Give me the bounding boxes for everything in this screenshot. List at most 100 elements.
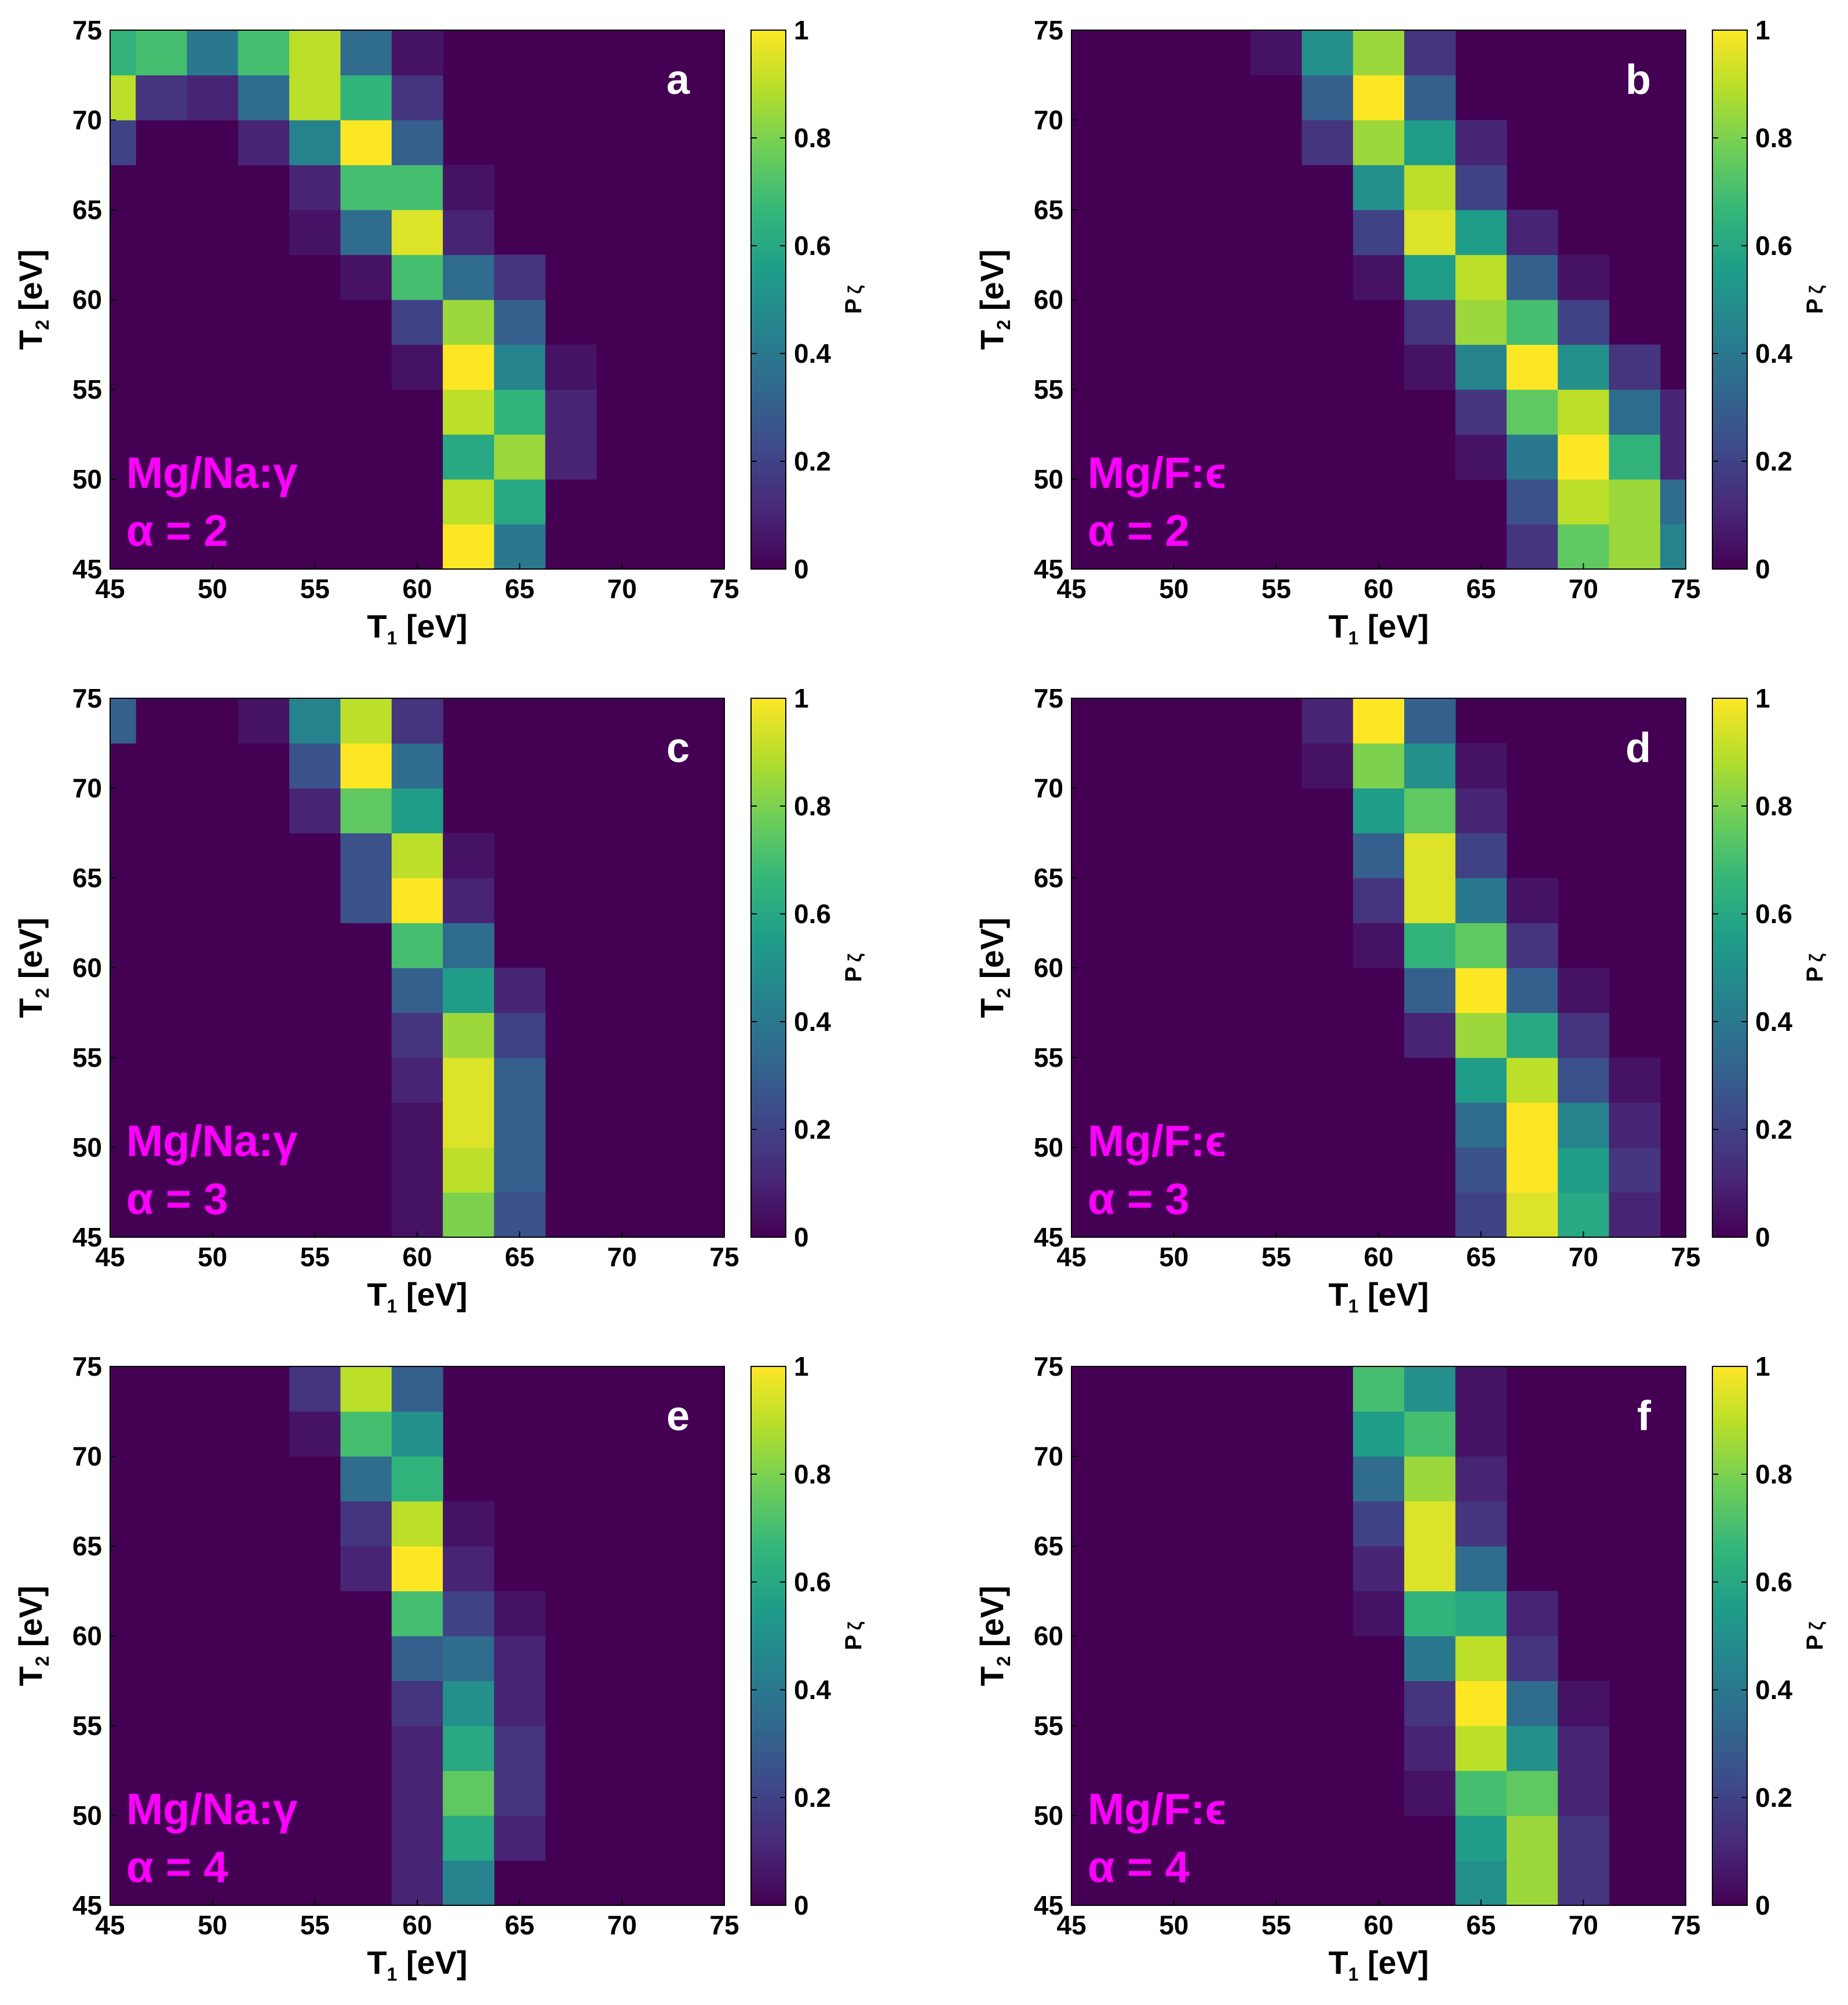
x-tick-label: 45: [95, 1242, 125, 1272]
heatmap-cell: [1455, 120, 1507, 166]
heatmap-cell: [391, 1058, 443, 1103]
heatmap-cell: [391, 968, 443, 1014]
y-tick-label: 65: [72, 195, 102, 225]
heatmap-cell: [187, 30, 239, 76]
heatmap-cell: [494, 1192, 546, 1238]
heatmap-cell: [1251, 30, 1303, 76]
heatmap-cell: [391, 833, 443, 878]
y-axis-title: T2 [eV]: [974, 249, 1014, 349]
colorbar-title: Pζ: [841, 285, 866, 314]
heatmap-cell: [1302, 120, 1354, 166]
x-tick-label: 60: [402, 1242, 432, 1272]
heatmap-cell: [391, 698, 443, 744]
colorbar-tick-label: 0.6: [794, 1567, 831, 1597]
x-tick-label: 45: [1056, 1242, 1086, 1272]
heatmap-cell: [443, 923, 495, 968]
y-tick-label: 65: [72, 1531, 102, 1561]
x-tick-label: 50: [1159, 1242, 1189, 1272]
heatmap-cell: [1404, 1411, 1456, 1457]
heatmap-cell: [110, 120, 136, 166]
colorbar-tick-label: 0: [794, 1890, 809, 1920]
heatmap-cell: [494, 254, 546, 300]
x-axis-ticks: 45 50 55 60 65 70 75: [1056, 1231, 1701, 1272]
colorbar-ticks: 0 0.2 0.4 0.6 0.8 1: [751, 15, 831, 584]
heatmap-cell: [238, 698, 290, 744]
heatmap-cell: [289, 210, 341, 256]
heatmap-cell: [1302, 30, 1354, 76]
x-axis-ticks: 45 50 55 60 65 70 75: [95, 1900, 739, 1940]
heatmap-cell: [1455, 1411, 1507, 1457]
heatmap-cell: [1455, 833, 1507, 878]
y-tick-label: 70: [72, 105, 102, 135]
heatmap-cell: [443, 878, 495, 924]
x-tick-label: 50: [198, 1910, 227, 1940]
colorbar-tick-label: 0.8: [1755, 123, 1792, 153]
heatmap-cell: [1455, 923, 1507, 968]
heatmap-cell: [391, 1147, 443, 1193]
y-tick-label: 55: [1034, 1042, 1063, 1073]
colorbar-tick-label: 0.2: [1755, 1782, 1792, 1813]
x-tick-label: 70: [607, 1910, 637, 1940]
heatmap-cell: [340, 165, 392, 210]
heatmap-cell: [1404, 1501, 1456, 1547]
heatmap-cell: [289, 120, 341, 166]
heatmap-cell: [443, 968, 495, 1014]
x-axis-title: T1 [eV]: [1328, 608, 1428, 648]
y-tick-label: 75: [1034, 683, 1063, 713]
heatmap-cell: [494, 1636, 546, 1682]
heatmap-cell: [1353, 878, 1405, 924]
y-tick-label: 55: [1034, 1711, 1063, 1741]
heatmap-cell: [443, 389, 495, 435]
colorbar-tick-label: 0.8: [794, 123, 831, 153]
y-tick-label: 50: [1034, 464, 1063, 494]
colorbar-tick-label: 0.2: [794, 1782, 831, 1813]
material-label: Mg/F:ϵ: [1088, 449, 1226, 498]
heatmap-cell: [494, 1058, 546, 1103]
heatmap-cell: [289, 743, 341, 789]
material-label: Mg/Na:γ: [126, 1785, 298, 1834]
x-tick-label: 45: [95, 1910, 125, 1940]
x-tick-label: 60: [1364, 574, 1393, 604]
y-tick-label: 65: [1034, 195, 1063, 225]
colorbar-gradient: [750, 30, 786, 570]
x-tick-label: 55: [300, 1242, 330, 1272]
heatmap-cell: [1455, 344, 1507, 390]
heatmap-cells: [1353, 1366, 1610, 1906]
heatmap-cell: [1404, 1770, 1456, 1816]
panel-letter: d: [1625, 725, 1651, 771]
heatmap-cell: [443, 1860, 495, 1906]
x-tick-label: 60: [1364, 1910, 1393, 1940]
heatmap-cell: [1455, 434, 1507, 480]
heatmap-plot-area: [1071, 30, 1686, 570]
heatmap-cell: [1506, 1147, 1558, 1193]
panel-letter: a: [666, 57, 690, 103]
heatmap-cell: [1558, 479, 1610, 525]
heatmap-cell: [1455, 210, 1507, 256]
heatmap-cell: [1455, 1456, 1507, 1502]
heatmap-cell: [1660, 389, 1686, 435]
heatmap-cell: [1506, 878, 1558, 924]
heatmap-cell: [1455, 878, 1507, 924]
heatmap-cells: [110, 30, 597, 570]
heatmap-cell: [1558, 389, 1610, 435]
heatmap-cell: [391, 165, 443, 210]
heatmap-cell: [391, 923, 443, 968]
colorbar-tick-label: 0: [794, 554, 809, 584]
colorbar-tick-label: 0.6: [1755, 1567, 1792, 1597]
x-tick-label: 60: [402, 1910, 432, 1940]
colorbar-tick-label: 1: [794, 1351, 809, 1381]
panel-b: 45 50 55 60 65 70 75 45 50 55 60 65 70 75 T1 [eV] T2…: [974, 15, 1828, 648]
colorbar-tick-label: 1: [794, 683, 809, 713]
panel-e: 45 50 55 60 65 70 75 45 50 55 60 65 70 75 T1 [eV] T2…: [12, 1351, 866, 1985]
x-tick-label: 75: [709, 1910, 739, 1940]
heatmap-cell: [1609, 1147, 1661, 1193]
y-axis-title: T2 [eV]: [12, 249, 53, 349]
x-tick-label: 55: [1262, 1242, 1291, 1272]
colorbar-gradient: [1712, 30, 1748, 570]
colorbar-tick-label: 1: [794, 15, 809, 45]
heatmap-cell: [391, 1680, 443, 1726]
heatmap-cell: [1660, 524, 1686, 570]
heatmap-cell: [1404, 254, 1456, 300]
colorbar-tick-label: 0.2: [794, 446, 831, 476]
